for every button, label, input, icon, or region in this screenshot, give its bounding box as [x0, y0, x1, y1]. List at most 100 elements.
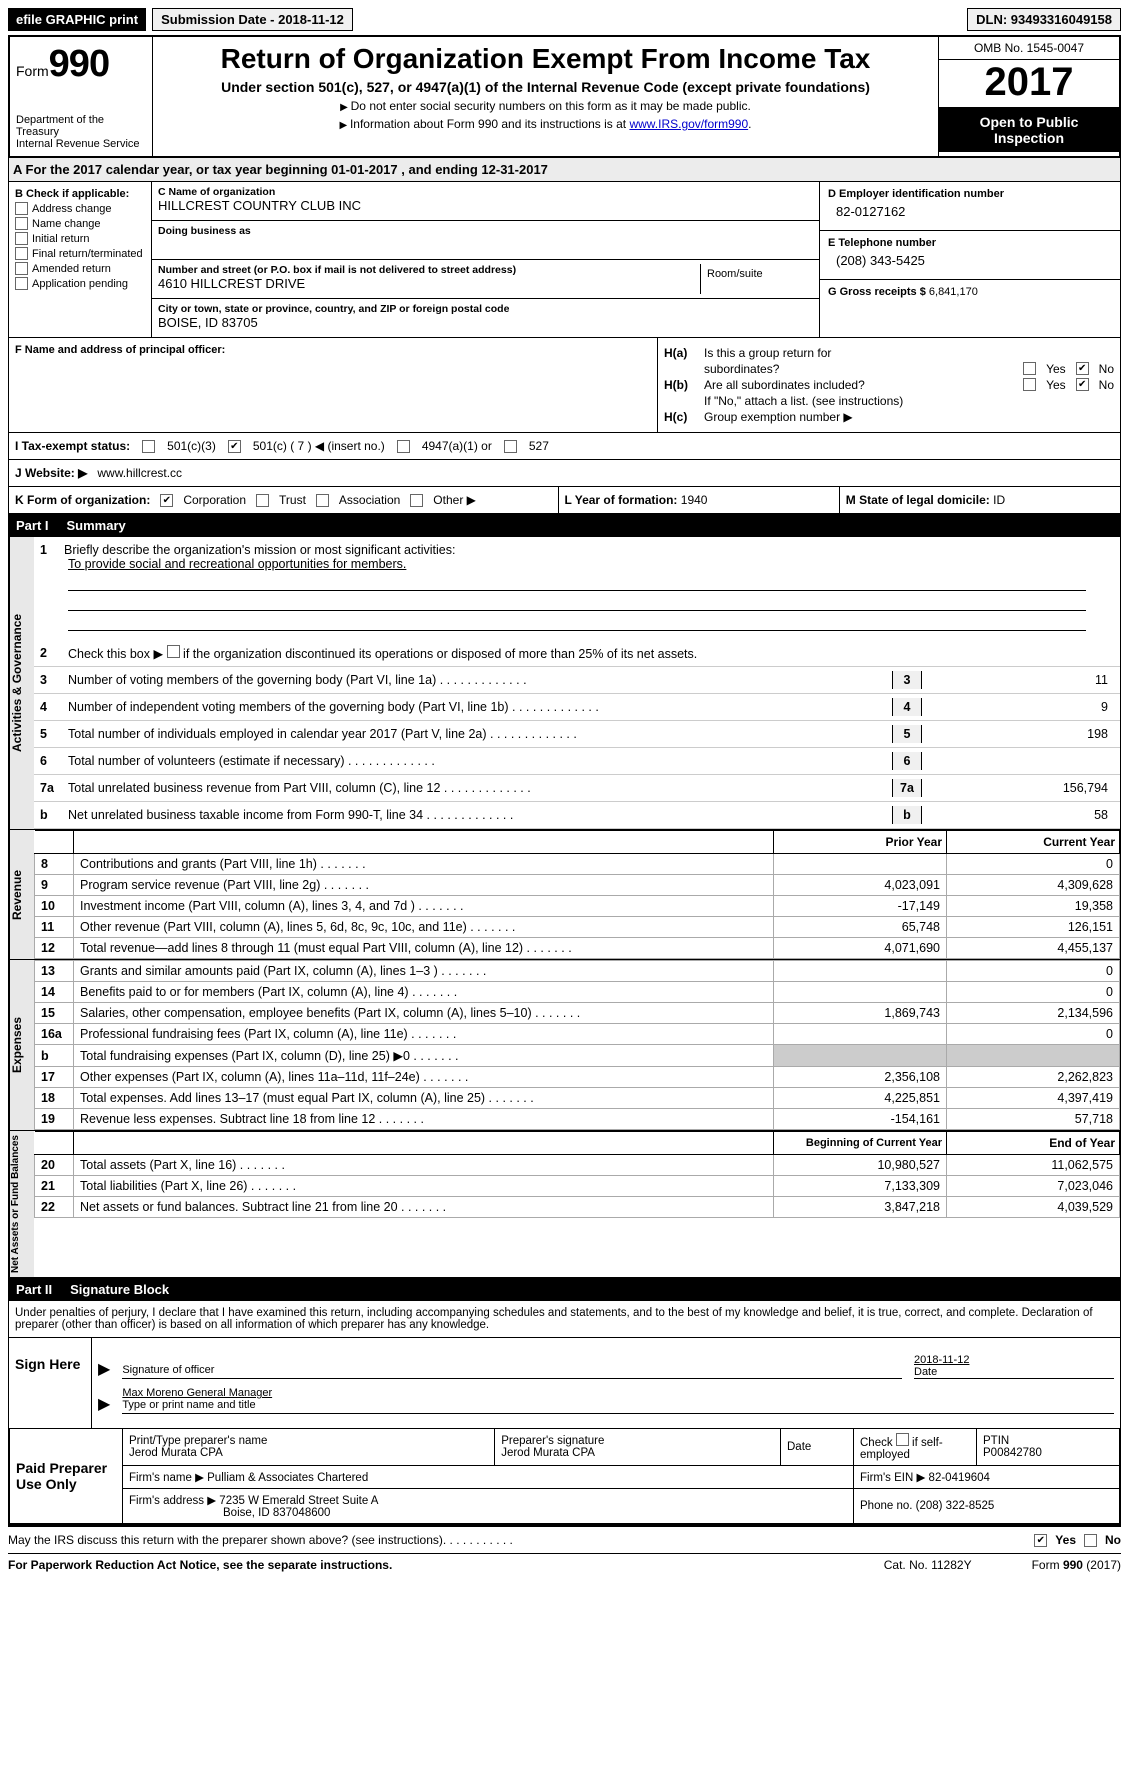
i-527[interactable]	[504, 440, 517, 453]
no-lbl: No	[1099, 378, 1114, 392]
prior-val: 3,847,218	[774, 1197, 947, 1218]
paperwork-notice: For Paperwork Reduction Act Notice, see …	[8, 1558, 392, 1572]
i-4947[interactable]	[397, 440, 410, 453]
other-lbl: Other ▶	[433, 493, 476, 507]
k-trust[interactable]	[256, 494, 269, 507]
line-num: 21	[35, 1176, 74, 1197]
m-lbl: M State of legal domicile:	[846, 493, 990, 507]
no-lbl: No	[1099, 362, 1114, 376]
line-desc: Contributions and grants (Part VIII, lin…	[74, 854, 774, 875]
line-desc: Total revenue—add lines 8 through 11 (mu…	[74, 938, 774, 959]
k-other[interactable]	[410, 494, 423, 507]
curr-val: 4,309,628	[947, 875, 1120, 896]
self-emp-chk[interactable]	[896, 1433, 909, 1446]
line-val: 156,794	[922, 779, 1114, 797]
cat-no: Cat. No. 11282Y	[884, 1558, 972, 1572]
line-num: 11	[35, 917, 74, 938]
k-assoc[interactable]	[316, 494, 329, 507]
line-num: 13	[35, 961, 74, 982]
c-name-lbl: C Name of organization	[158, 186, 813, 198]
ha-no[interactable]: ✔	[1076, 362, 1089, 375]
l2-chk[interactable]	[167, 645, 180, 658]
dln: DLN: 93493316049158	[967, 8, 1121, 31]
irs-link[interactable]: www.IRS.gov/form990	[629, 117, 748, 131]
line-desc: Revenue less expenses. Subtract line 18 …	[74, 1109, 774, 1130]
discuss-yes[interactable]: ✔	[1034, 1534, 1047, 1547]
line-desc: Other expenses (Part IX, column (A), lin…	[74, 1067, 774, 1088]
b-item: Address change	[32, 203, 112, 215]
ha-sub: subordinates?	[704, 362, 1023, 376]
line-desc: Investment income (Part VIII, column (A)…	[74, 896, 774, 917]
b-chk[interactable]	[15, 217, 28, 230]
l-lbl: L Year of formation:	[565, 493, 678, 507]
i-lbl: I Tax-exempt status:	[15, 439, 130, 453]
form-num: 990	[49, 43, 109, 85]
curr-val: 0	[947, 982, 1120, 1003]
discuss-no[interactable]	[1084, 1534, 1097, 1547]
i-501c3[interactable]	[142, 440, 155, 453]
line-desc: Grants and similar amounts paid (Part IX…	[74, 961, 774, 982]
firm-ein: 82-0419604	[929, 1472, 990, 1484]
line-ref: b	[892, 806, 922, 824]
main-title: Return of Organization Exempt From Incom…	[163, 43, 928, 75]
open2: Inspection	[994, 130, 1064, 146]
yes-lbl: Yes	[1055, 1533, 1076, 1547]
curr-val: 7,023,046	[947, 1176, 1120, 1197]
curr-val: 0	[947, 1024, 1120, 1045]
ha-yes[interactable]	[1023, 362, 1036, 375]
row-a: A For the 2017 calendar year, or tax yea…	[8, 158, 1121, 182]
gross-lbl: G Gross receipts $	[828, 286, 926, 298]
line-desc: Total unrelated business revenue from Pa…	[68, 781, 892, 795]
hb-yes[interactable]	[1023, 378, 1036, 391]
dots	[443, 1533, 513, 1547]
b-item: Application pending	[32, 278, 128, 290]
city: BOISE, ID 83705	[158, 315, 813, 330]
hb-note: If "No," attach a list. (see instruction…	[704, 394, 1114, 408]
line-desc: Professional fundraising fees (Part IX, …	[74, 1024, 774, 1045]
line-val: 58	[922, 806, 1114, 824]
b-chk[interactable]	[15, 262, 28, 275]
line-desc: Other revenue (Part VIII, column (A), li…	[74, 917, 774, 938]
curr-val: 19,358	[947, 896, 1120, 917]
curr-val: 0	[947, 961, 1120, 982]
l2-num: 2	[40, 646, 68, 660]
b-chk[interactable]	[15, 247, 28, 260]
ha-lbl: Is this a group return for	[704, 346, 1114, 360]
hc-lbl: Group exemption number ▶	[704, 410, 1114, 424]
c-end: ) ◀ (insert no.)	[308, 439, 385, 453]
line-num: 19	[35, 1109, 74, 1130]
part1-tag: Part I	[16, 518, 49, 533]
line-ref: 5	[892, 725, 922, 743]
line-num: 10	[35, 896, 74, 917]
line-ref: 6	[892, 752, 922, 770]
trust-lbl: Trust	[279, 493, 306, 507]
hb-lbl: Are all subordinates included?	[704, 378, 1023, 392]
part1-title: Summary	[67, 518, 126, 533]
hb-no[interactable]: ✔	[1076, 378, 1089, 391]
b-item: Name change	[32, 218, 101, 230]
prior-val: 4,225,851	[774, 1088, 947, 1109]
l2b: if the organization discontinued its ope…	[183, 647, 697, 661]
part2-title: Signature Block	[70, 1282, 169, 1297]
line-val: 9	[922, 698, 1114, 716]
line-desc: Program service revenue (Part VIII, line…	[74, 875, 774, 896]
addr-lbl: Number and street (or P.O. box if mail i…	[158, 264, 700, 276]
line-num: 9	[35, 875, 74, 896]
c-num: 7	[298, 439, 305, 453]
b-chk[interactable]	[15, 202, 28, 215]
k-corp[interactable]: ✔	[160, 494, 173, 507]
b-chk[interactable]	[15, 277, 28, 290]
rev-tab: Revenue	[9, 830, 34, 959]
line-desc: Total liabilities (Part X, line 26) . . …	[74, 1176, 774, 1197]
prep-sig: Jerod Murata CPA	[501, 1447, 595, 1459]
omb-no: OMB No. 1545-0047	[939, 37, 1119, 60]
b-chk[interactable]	[15, 232, 28, 245]
efile-btn[interactable]: efile GRAPHIC print	[8, 8, 146, 31]
line-desc: Benefits paid to or for members (Part IX…	[74, 982, 774, 1003]
i-501c[interactable]: ✔	[228, 440, 241, 453]
name-title-lbl: Type or print name and title	[122, 1399, 255, 1411]
curr-val	[947, 1045, 1120, 1067]
curr-val: 4,455,137	[947, 938, 1120, 959]
firm-addr2: Boise, ID 837048600	[223, 1507, 330, 1519]
net-tab: Net Assets or Fund Balances	[9, 1131, 34, 1277]
